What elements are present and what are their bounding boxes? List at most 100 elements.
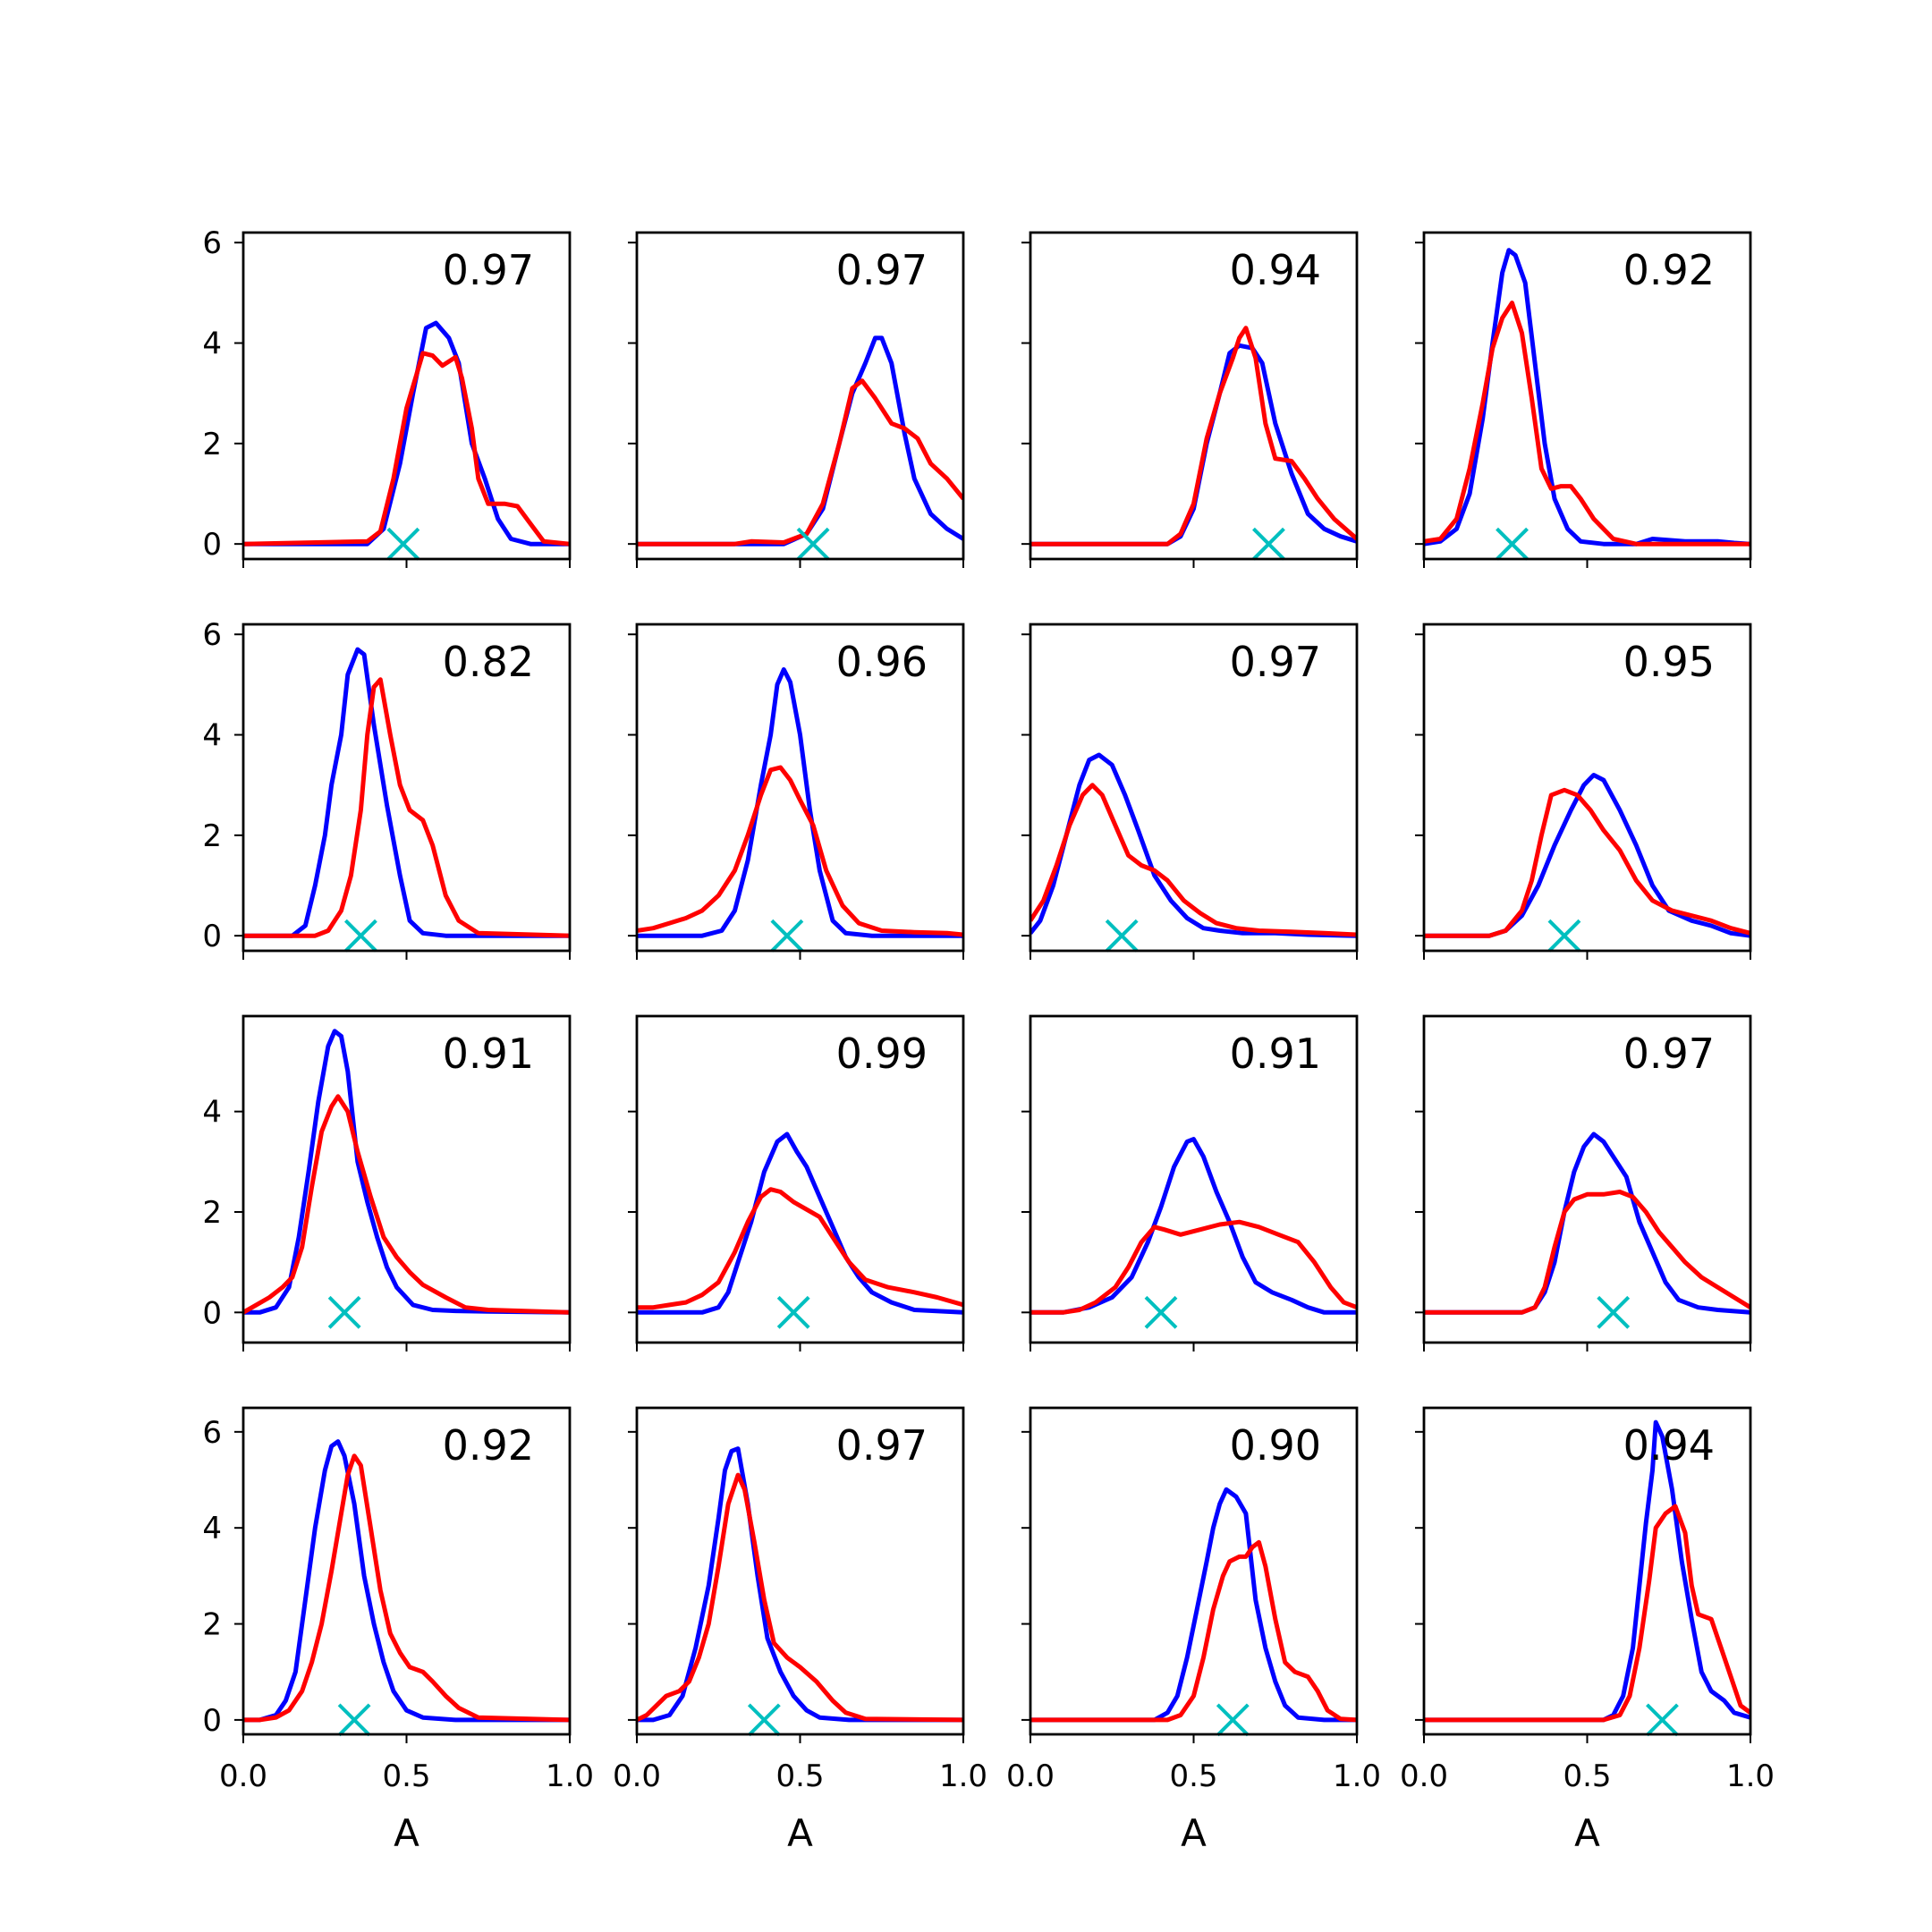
blue-density-line [637, 1131, 963, 1315]
x-marker [776, 1295, 810, 1329]
y-tick-label: 0 [202, 919, 222, 954]
x-marker [1496, 527, 1529, 561]
panel-4: 0.92 [1415, 231, 1752, 568]
y-tick-label: 2 [202, 1195, 222, 1231]
x-marker-stroke-b [796, 527, 830, 561]
x-marker [796, 527, 830, 561]
x-marker [337, 1703, 371, 1737]
x-marker-stroke-b [1496, 527, 1529, 561]
x-tick-label: 1.0 [1333, 1758, 1381, 1794]
panel-11: 0.91 [1021, 1014, 1359, 1352]
blue-density-line [243, 647, 570, 938]
panel-7: 0.97 [1021, 623, 1359, 960]
series-group [637, 1131, 963, 1315]
blue-density-line [637, 335, 963, 547]
red-density-line [243, 351, 570, 547]
series-group [243, 320, 570, 547]
panel-6: 0.96 [628, 623, 965, 960]
x-marker [386, 527, 420, 561]
blue-density-line [1424, 1419, 1750, 1723]
y-tick-label: 2 [202, 1607, 222, 1643]
panel-value-label: 0.95 [1623, 638, 1715, 686]
y-tick-label: 2 [202, 818, 222, 854]
panel-value-label: 0.94 [1623, 1421, 1715, 1470]
red-density-line [1030, 1219, 1357, 1315]
x-axis-label: A [1181, 1811, 1207, 1855]
x-tick-label: 1.0 [939, 1758, 987, 1794]
blue-density-line [1424, 1131, 1750, 1315]
x-marker-stroke-b [1144, 1295, 1178, 1329]
x-marker-stroke-b [343, 919, 377, 953]
panel-15: 0.0 0.5 1.0 A 0.90 [1006, 1406, 1381, 1855]
panel-value-label: 0.97 [836, 1421, 928, 1470]
red-density-line [243, 1094, 570, 1315]
x-tick-label: 0.0 [219, 1758, 267, 1794]
y-tick-label: 0 [202, 1703, 222, 1739]
red-density-line [637, 1187, 963, 1310]
red-density-line [1424, 787, 1750, 938]
y-tick-label: 4 [202, 1511, 222, 1546]
x-axis-label: A [787, 1811, 813, 1855]
x-marker-stroke-b [1252, 527, 1285, 561]
series-group [1424, 248, 1750, 547]
blue-density-line [1424, 773, 1750, 938]
x-marker [1105, 919, 1139, 953]
series-group [243, 1029, 570, 1315]
y-tick-label: 6 [202, 225, 222, 261]
x-tick-label: 1.0 [546, 1758, 594, 1794]
x-tick-label: 0.5 [775, 1758, 824, 1794]
y-tick-label: 2 [202, 427, 222, 462]
y-tick-label: 0 [202, 527, 222, 563]
x-marker-stroke-b [1547, 919, 1581, 953]
y-tick-label: 4 [202, 326, 222, 362]
panel-value-label: 0.97 [1230, 638, 1321, 686]
panel-1: 0 2 4 6 0.97 [202, 225, 572, 568]
panel-2: 0.97 [628, 231, 965, 568]
x-axis-label: A [394, 1811, 419, 1855]
panel-value-label: 0.96 [836, 638, 928, 686]
blue-density-line [1030, 343, 1357, 547]
panel-3: 0.94 [1021, 231, 1359, 568]
x-marker-stroke-b [1597, 1295, 1631, 1329]
y-tick-label: 0 [202, 1295, 222, 1331]
x-tick-label: 0.5 [1563, 1758, 1611, 1794]
blue-density-line [1424, 248, 1750, 547]
panel-16: 0.0 0.5 1.0 A 0.94 [1400, 1406, 1775, 1855]
x-tick-label: 0.5 [382, 1758, 430, 1794]
x-tick-label: 0.0 [1400, 1758, 1448, 1794]
x-marker [747, 1703, 781, 1737]
x-marker-stroke-b [1105, 919, 1139, 953]
series-group [1030, 752, 1357, 938]
x-marker-stroke-b [386, 527, 420, 561]
series-group [1424, 1131, 1750, 1315]
panel-5: 0 2 4 6 0.82 [202, 617, 572, 960]
x-marker [1547, 919, 1581, 953]
panel-value-label: 0.91 [443, 1030, 534, 1078]
red-density-line [637, 1472, 963, 1723]
panel-value-label: 0.94 [1230, 246, 1321, 294]
x-marker-stroke-b [337, 1703, 371, 1737]
series-group [1030, 326, 1357, 547]
y-tick-label: 6 [202, 1415, 222, 1451]
blue-density-line [637, 667, 963, 938]
x-tick-label: 1.0 [1726, 1758, 1775, 1794]
x-marker [1216, 1703, 1250, 1737]
x-axis-label: A [1574, 1811, 1600, 1855]
series-group [243, 647, 570, 938]
x-tick-label: 0.0 [613, 1758, 661, 1794]
blue-density-line [243, 1439, 570, 1723]
x-marker [770, 919, 804, 953]
series-group [637, 335, 963, 547]
panel-value-label: 0.91 [1230, 1030, 1321, 1078]
panel-value-label: 0.92 [443, 1421, 534, 1470]
x-marker-stroke-b [1216, 1703, 1250, 1737]
panel-value-label: 0.97 [1623, 1030, 1715, 1078]
panel-14: 0.0 0.5 1.0 A 0.97 [613, 1406, 987, 1855]
y-tick-label: 4 [202, 718, 222, 754]
red-density-line [1424, 1504, 1750, 1723]
x-marker-stroke-b [327, 1295, 361, 1329]
x-marker-stroke-b [1646, 1703, 1679, 1737]
series-group [637, 1446, 963, 1723]
x-tick-label: 0.5 [1169, 1758, 1217, 1794]
